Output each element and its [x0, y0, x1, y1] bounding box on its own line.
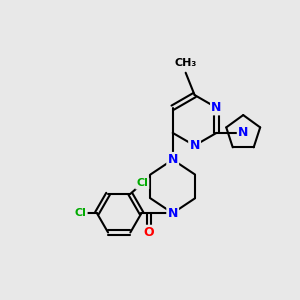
Text: Cl: Cl: [136, 178, 148, 188]
Text: O: O: [144, 226, 154, 239]
Text: N: N: [238, 126, 248, 140]
Text: N: N: [189, 139, 200, 152]
Text: CH₃: CH₃: [175, 58, 197, 68]
Text: N: N: [167, 207, 178, 220]
Text: Cl: Cl: [75, 208, 86, 218]
Text: N: N: [167, 153, 178, 166]
Text: N: N: [211, 101, 222, 114]
